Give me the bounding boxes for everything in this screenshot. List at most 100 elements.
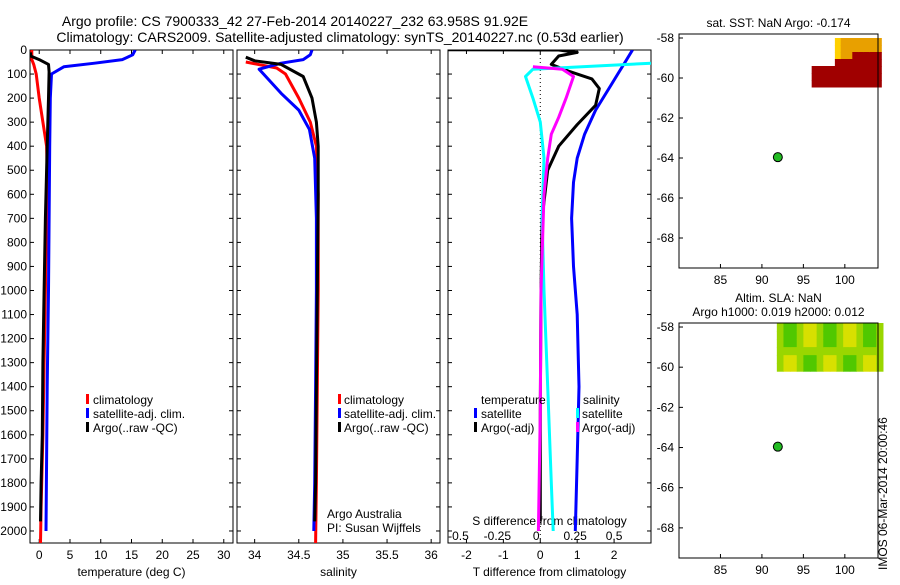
sla-cell — [796, 347, 804, 356]
sla-cell — [836, 355, 844, 364]
sla-cell — [856, 363, 864, 372]
difference-legend: temperature salinity satellite Argo(-adj… — [474, 393, 635, 435]
sla-cell — [849, 331, 857, 340]
sst-cell — [829, 66, 836, 74]
pi-label: PI: Susan Wijffels — [327, 521, 421, 535]
sla-cell — [849, 355, 857, 364]
sla-cell — [816, 363, 824, 372]
sst-cell — [840, 45, 847, 53]
sla-cell — [816, 355, 824, 364]
sla-cell — [776, 331, 784, 340]
series-line — [524, 61, 651, 532]
sst-cell — [852, 80, 859, 88]
legend-label: satellite — [481, 407, 522, 421]
plot-frame — [29, 49, 234, 544]
y-tick-label: -68 — [657, 231, 675, 245]
y-tick-label: 1700 — [0, 452, 27, 466]
sla-cell — [783, 347, 791, 356]
sla-cell — [863, 339, 871, 348]
sla-cell — [863, 355, 871, 364]
sst-cell — [869, 80, 877, 88]
sla-cell — [856, 331, 864, 340]
sst-cell — [823, 66, 830, 74]
y-tick-label: -60 — [657, 360, 675, 374]
legend-swatch-temp-argo — [474, 422, 477, 432]
sla-cell — [869, 323, 877, 332]
sla-cell — [790, 355, 798, 364]
sst-cell — [869, 59, 877, 67]
figure-title-line2: Climatology: CARS2009. Satellite-adjuste… — [56, 29, 623, 45]
legend-swatch-argo — [338, 422, 341, 432]
sst-cell — [823, 73, 830, 81]
sla-cell — [869, 331, 877, 340]
x-tick-label: 35.5 — [375, 548, 399, 562]
y-tick-label: 400 — [7, 139, 27, 153]
sla-cell — [783, 363, 791, 372]
sst-cell — [858, 52, 865, 60]
sla-cell — [803, 331, 811, 340]
sla-cell — [836, 339, 844, 348]
y-tick-label: 2000 — [0, 524, 27, 538]
plot-frame — [236, 49, 441, 544]
sla-cell — [856, 339, 864, 348]
sla-cell — [783, 323, 791, 332]
sla-cell — [796, 331, 804, 340]
sst-cell — [875, 80, 882, 88]
s-tick-label: 0.5 — [606, 529, 623, 543]
legend-swatch-sal-satellite — [576, 408, 579, 418]
x-tick-label: 15 — [125, 548, 139, 562]
x-tick-label: 5 — [67, 548, 74, 562]
sla-cell — [876, 323, 884, 332]
series-line — [44, 50, 137, 532]
sla-cell — [803, 347, 811, 356]
sla-cell — [803, 355, 811, 364]
sla-cell — [783, 339, 791, 348]
sst-cell — [846, 66, 853, 74]
x-tick-label: 95 — [797, 563, 811, 577]
sst-cell — [863, 73, 871, 81]
sla-cell — [876, 347, 884, 356]
sst-cell — [817, 66, 824, 74]
sla-cell — [776, 323, 784, 332]
legend-label: satellite-adj. clim. — [344, 407, 436, 421]
legend-swatch-satellite — [86, 408, 89, 418]
sst-cell — [869, 38, 877, 46]
sla-cell — [876, 331, 884, 340]
y-tick-label: -58 — [657, 31, 675, 45]
sst-cell — [869, 66, 877, 74]
temperature-panel: 0 5 10 15 20 25 300100200300400500600700800900… — [0, 43, 234, 579]
sla-cell — [810, 363, 818, 372]
sst-cell — [840, 73, 847, 81]
y-tick-label: -58 — [657, 320, 675, 334]
sla-cell — [810, 355, 818, 364]
sla-cell — [843, 323, 851, 332]
sst-cell — [811, 73, 818, 81]
x-tick-label: 0 — [36, 548, 43, 562]
sla-cell — [810, 339, 818, 348]
sst-cell — [858, 59, 865, 67]
sla-cell — [836, 363, 844, 372]
series-line — [570, 50, 634, 532]
x-tick-label: 2 — [611, 548, 618, 562]
sst-cell — [875, 59, 882, 67]
sla-cell — [843, 355, 851, 364]
sst-cell — [875, 52, 882, 60]
y-tick-label: 1100 — [1, 308, 27, 322]
s-tick-label: -0.5 — [448, 529, 469, 543]
sla-cell — [829, 347, 838, 356]
sla-cell — [823, 331, 831, 340]
sla-cell — [776, 363, 784, 372]
sla-cell — [843, 363, 851, 372]
s-tick-label: 0 — [533, 529, 540, 543]
y-tick-label: 0 — [20, 43, 27, 57]
legend-label: satellite — [582, 407, 623, 421]
sst-cell — [834, 52, 842, 60]
sst-cell — [846, 52, 853, 60]
y-tick-label: 1600 — [0, 428, 27, 442]
y-tick-label: 1900 — [0, 500, 27, 514]
sst-cell — [863, 52, 871, 60]
difference-panel: -2 -1 0 1 2 S difference from climatology-0.5… — [447, 49, 652, 579]
sla-cell — [816, 339, 824, 348]
sla-subtitle: Argo h1000: 0.019 h2000: 0.012 — [692, 305, 864, 319]
sla-cell — [823, 363, 831, 372]
